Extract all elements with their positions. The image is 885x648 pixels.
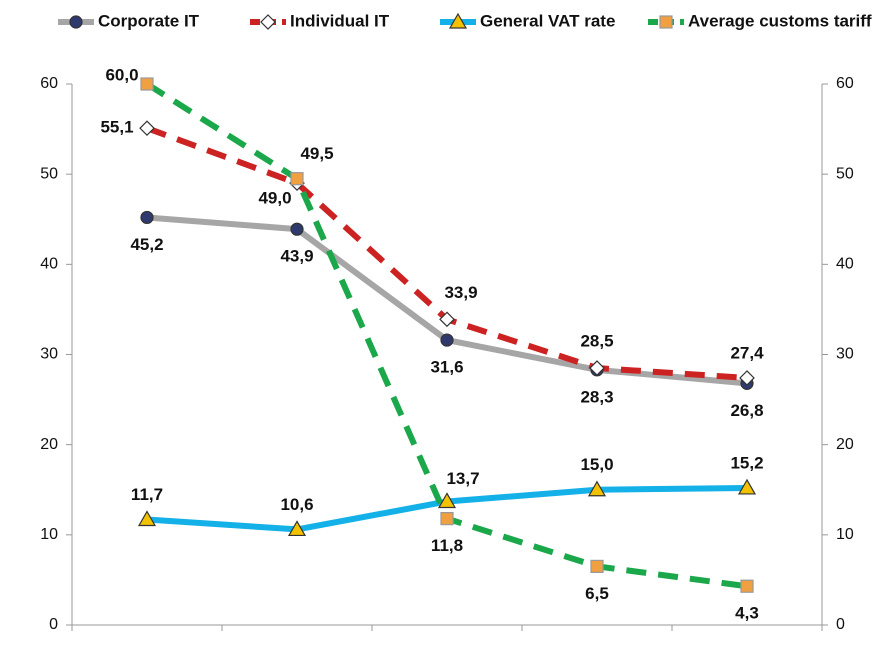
y-tick-label: 30: [40, 346, 58, 363]
y2-tick-label: 0: [836, 616, 845, 633]
data-label: 6,5: [585, 584, 609, 603]
y2-tick-label: 60: [836, 75, 854, 92]
y-tick-label: 40: [40, 256, 58, 273]
legend-label: Individual IT: [290, 11, 390, 30]
data-label: 43,9: [280, 247, 313, 266]
y2-tick-label: 10: [836, 526, 854, 543]
data-label: 60,0: [105, 65, 138, 84]
data-label: 10,6: [280, 495, 313, 514]
data-label: 11,7: [131, 485, 163, 504]
data-point: [290, 222, 304, 236]
y2-tick-label: 40: [836, 256, 854, 273]
data-label: 33,9: [444, 283, 477, 302]
y-tick-label: 0: [49, 616, 58, 633]
data-point: [740, 579, 754, 593]
data-label: 26,8: [730, 401, 763, 420]
legend-label: Corporate IT: [98, 11, 200, 30]
y2-tick-label: 50: [836, 165, 854, 182]
legend-marker: [69, 15, 83, 29]
data-point: [287, 520, 307, 537]
data-label: 11,8: [431, 536, 463, 555]
y-tick-label: 50: [40, 165, 58, 182]
data-point: [440, 512, 454, 526]
data-point: [140, 210, 154, 225]
y2-tick-label: 20: [836, 436, 854, 453]
y-tick-label: 10: [40, 526, 58, 543]
data-point: [440, 333, 454, 347]
data-point: [439, 311, 455, 328]
data-label: 13,7: [446, 469, 479, 488]
y-tick-label: 20: [40, 436, 58, 453]
data-point: [437, 492, 457, 509]
data-point: [587, 480, 607, 497]
legend-label: Average customs tariff: [688, 11, 872, 30]
data-point: [290, 172, 304, 186]
data-point: [737, 478, 757, 495]
legend-marker: [260, 14, 276, 30]
legend-label: General VAT rate: [480, 11, 615, 30]
data-point: [140, 77, 154, 91]
y-tick-label: 60: [40, 75, 58, 92]
legend-marker: [448, 12, 468, 29]
data-label: 4,3: [735, 604, 759, 623]
data-label: 31,6: [430, 358, 463, 377]
data-point: [739, 370, 755, 386]
data-point: [137, 510, 157, 527]
data-label: 28,5: [580, 332, 613, 351]
data-label: 27,4: [730, 343, 764, 362]
data-label: 15,2: [730, 453, 763, 472]
data-label: 15,0: [580, 455, 613, 474]
data-label: 49,5: [300, 144, 333, 163]
y2-tick-label: 30: [836, 346, 854, 363]
data-label: 49,0: [258, 189, 291, 208]
legend-marker: [659, 15, 673, 29]
data-label: 45,2: [130, 235, 163, 254]
data-point: [590, 559, 604, 573]
data-label: 55,1: [100, 118, 133, 137]
data-point: [589, 360, 605, 376]
data-point: [139, 120, 155, 137]
data-label: 28,3: [580, 387, 613, 406]
